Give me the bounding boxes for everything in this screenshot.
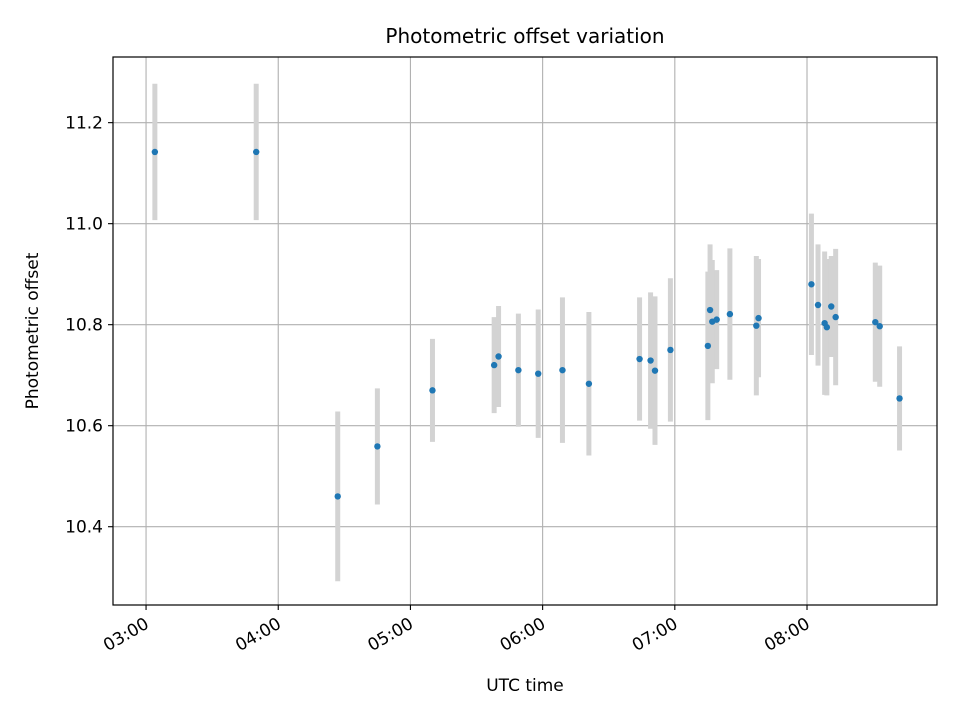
data-point — [651, 367, 659, 374]
data-point — [535, 370, 542, 377]
data-point — [636, 355, 643, 363]
data-point — [706, 306, 714, 314]
data-point — [374, 443, 381, 450]
data-point — [755, 314, 762, 322]
y-tick-label: 10.4 — [65, 518, 103, 538]
data-point — [429, 387, 436, 394]
data-point — [647, 357, 654, 364]
data-point — [253, 148, 260, 156]
data-point — [559, 366, 566, 374]
data-point — [515, 366, 522, 374]
y-axis-label: Photometric offset — [23, 252, 43, 409]
y-tick-label: 11.0 — [65, 215, 103, 235]
data-point — [808, 281, 815, 288]
data-point — [726, 310, 734, 318]
data-point — [823, 324, 831, 331]
data-point — [828, 303, 835, 310]
y-tick-label: 11.2 — [65, 114, 103, 134]
data-point — [495, 353, 502, 360]
data-point — [814, 301, 822, 309]
data-point — [713, 316, 720, 323]
y-tick-label: 10.8 — [65, 316, 103, 336]
data-point — [585, 380, 593, 387]
data-point — [151, 148, 159, 156]
y-axis: 10.4 10.6 10.8 11.0 11.2 — [65, 114, 113, 538]
data-point — [896, 395, 903, 402]
data-point — [667, 346, 674, 354]
x-axis-label: UTC time — [486, 676, 564, 696]
data-point — [876, 323, 883, 330]
data-point — [753, 322, 760, 329]
data-points — [151, 148, 903, 500]
grid — [113, 57, 937, 605]
y-tick-label: 10.6 — [65, 417, 103, 437]
data-point — [334, 493, 341, 500]
data-point — [704, 342, 712, 350]
plot-frame — [112, 56, 938, 606]
data-point — [832, 313, 839, 321]
data-point — [872, 318, 879, 326]
chart-title: Photometric offset variation — [385, 24, 664, 48]
data-point — [490, 361, 498, 369]
